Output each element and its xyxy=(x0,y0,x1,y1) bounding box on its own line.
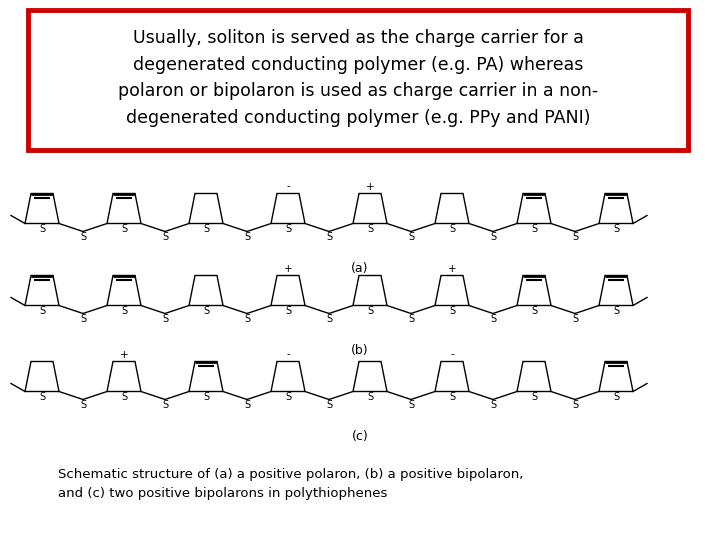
Text: +: + xyxy=(366,181,374,192)
Text: S: S xyxy=(490,314,496,325)
Text: S: S xyxy=(203,307,209,316)
Text: S: S xyxy=(449,225,455,234)
Text: S: S xyxy=(39,307,45,316)
Text: S: S xyxy=(80,401,86,410)
Text: S: S xyxy=(326,314,332,325)
Text: Usually, soliton is served as the charge carrier for a
degenerated conducting po: Usually, soliton is served as the charge… xyxy=(118,29,598,126)
Text: S: S xyxy=(39,225,45,234)
Text: S: S xyxy=(121,307,127,316)
Text: S: S xyxy=(39,393,45,402)
Text: S: S xyxy=(244,401,250,410)
Text: S: S xyxy=(531,307,537,316)
Text: S: S xyxy=(572,233,578,242)
Text: S: S xyxy=(162,401,168,410)
Text: S: S xyxy=(367,225,373,234)
Text: S: S xyxy=(449,393,455,402)
Text: S: S xyxy=(285,393,291,402)
Text: +: + xyxy=(120,349,128,360)
Text: S: S xyxy=(490,401,496,410)
Text: S: S xyxy=(121,393,127,402)
Text: S: S xyxy=(244,233,250,242)
Text: -: - xyxy=(286,181,290,192)
Text: S: S xyxy=(613,307,619,316)
FancyBboxPatch shape xyxy=(28,10,688,150)
Text: S: S xyxy=(80,233,86,242)
Text: Schematic structure of (a) a positive polaron, (b) a positive bipolaron,
and (c): Schematic structure of (a) a positive po… xyxy=(58,468,523,500)
Text: S: S xyxy=(449,307,455,316)
Text: S: S xyxy=(326,233,332,242)
Text: S: S xyxy=(408,233,414,242)
Text: -: - xyxy=(286,349,290,360)
Text: (b): (b) xyxy=(351,344,369,357)
Text: (a): (a) xyxy=(351,262,369,275)
Text: S: S xyxy=(572,314,578,325)
Text: S: S xyxy=(367,393,373,402)
Text: S: S xyxy=(367,307,373,316)
Text: S: S xyxy=(408,401,414,410)
Text: S: S xyxy=(531,393,537,402)
Text: S: S xyxy=(285,225,291,234)
Text: S: S xyxy=(285,307,291,316)
Text: S: S xyxy=(490,233,496,242)
Text: +: + xyxy=(448,264,456,273)
Text: (c): (c) xyxy=(351,430,369,443)
Text: +: + xyxy=(284,264,292,273)
Text: S: S xyxy=(244,314,250,325)
Text: S: S xyxy=(121,225,127,234)
Text: S: S xyxy=(203,225,209,234)
Text: -: - xyxy=(450,349,454,360)
Text: S: S xyxy=(613,393,619,402)
Text: S: S xyxy=(80,314,86,325)
Text: S: S xyxy=(531,225,537,234)
Text: S: S xyxy=(408,314,414,325)
Text: S: S xyxy=(613,225,619,234)
Text: S: S xyxy=(203,393,209,402)
Text: S: S xyxy=(326,401,332,410)
Text: S: S xyxy=(572,401,578,410)
Text: S: S xyxy=(162,314,168,325)
Text: S: S xyxy=(162,233,168,242)
